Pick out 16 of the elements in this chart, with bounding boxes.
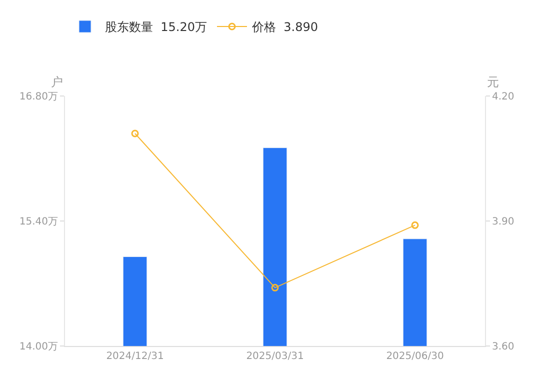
y-tick-label: 14.00万	[19, 342, 58, 352]
y-axis-title: 户	[51, 75, 63, 89]
point	[411, 221, 419, 229]
y-tick-label: 16.80万	[19, 92, 58, 102]
y2-tick-label: 3.90	[492, 216, 514, 228]
y2-axis-title: 元	[487, 75, 499, 89]
y2-tick-label: 4.20	[492, 92, 514, 102]
point	[131, 130, 139, 138]
x-tick-label: 2024/12/31	[106, 351, 164, 362]
y-tick-label: 15.40万	[19, 216, 58, 228]
legend-label: 价格 3.890	[250, 20, 318, 34]
legend-label: 股东数量 15.20万	[105, 20, 207, 34]
y2-tick-label: 3.60	[492, 342, 514, 352]
x-tick-label: 2025/03/31	[246, 351, 304, 362]
point	[271, 284, 279, 292]
x-tick-label: 2025/06/30	[386, 351, 444, 362]
